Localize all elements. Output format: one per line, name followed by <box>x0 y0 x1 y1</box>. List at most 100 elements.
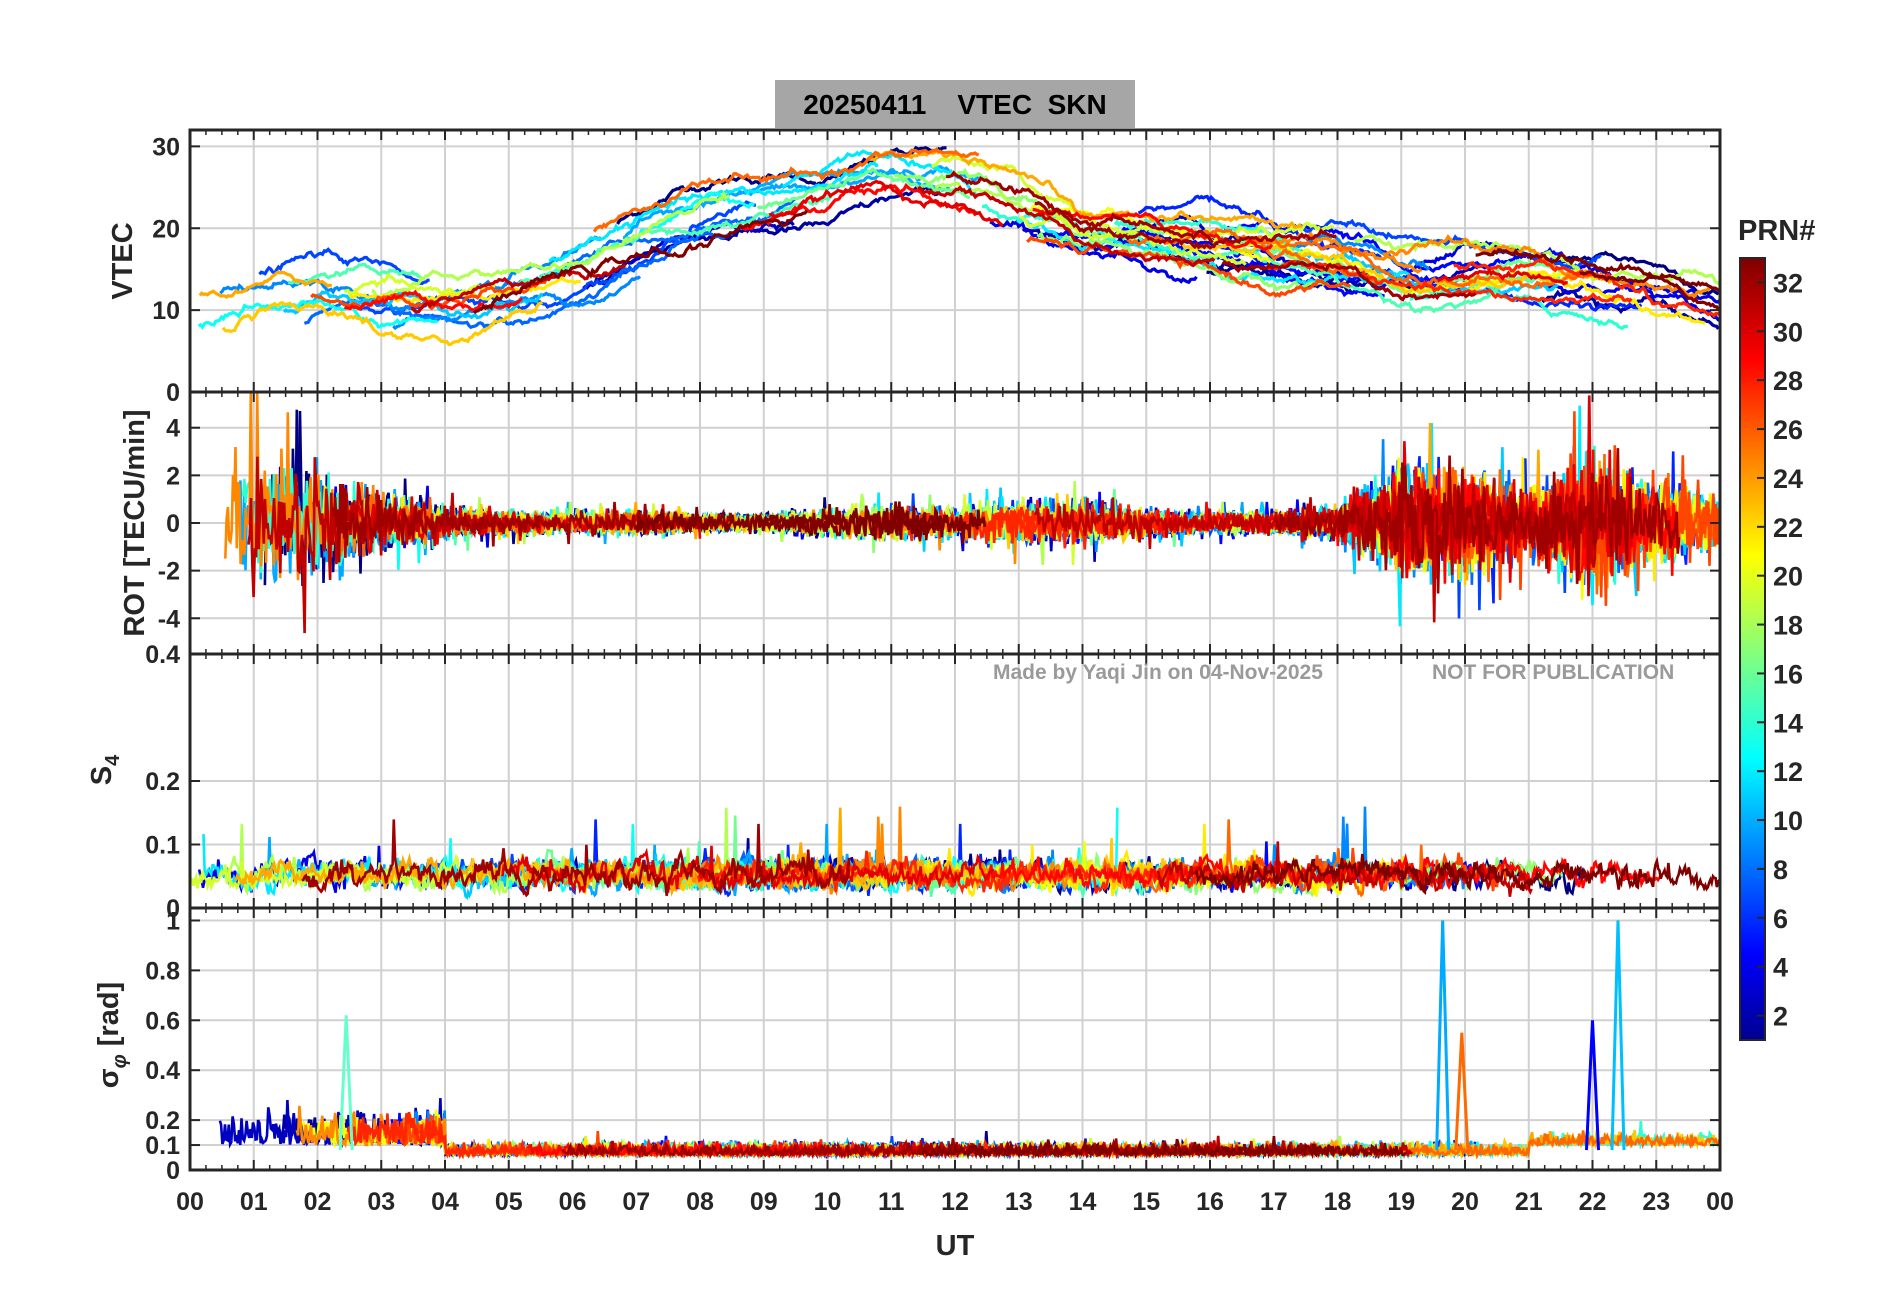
vtec-panel: 0 10 20 30 VTEC <box>107 128 1722 407</box>
s4-y-label-text: S4 <box>86 754 124 785</box>
vtec-satellite-line <box>1170 246 1561 315</box>
y-tick-label: -4 <box>158 605 180 633</box>
y-tick-label: 0.1 <box>145 832 180 860</box>
s4-series <box>190 806 1720 901</box>
y-tick-label: 0.4 <box>145 1057 180 1085</box>
colorbar-tick-label: 6 <box>1773 904 1788 934</box>
colorbar-tick-label: 18 <box>1773 611 1803 641</box>
s4-satellite-line <box>1156 841 1533 897</box>
x-tick-label: 00 <box>176 1188 204 1216</box>
y-tick-label: 0.1 <box>145 1132 180 1160</box>
colorbar-tick-label: 32 <box>1773 268 1803 298</box>
x-tick-label: 17 <box>1260 1188 1288 1216</box>
vtec-satellite-line <box>756 166 971 210</box>
x-tick-label: 23 <box>1642 1188 1670 1216</box>
vtec-satellite-line <box>1579 270 1720 293</box>
x-tick-label: 12 <box>941 1188 969 1216</box>
vtec-satellite-line <box>472 209 809 315</box>
x-tick-label: 04 <box>431 1188 459 1216</box>
sigma-phi-panel: 00.10.20.40.60.81 σφ [rad] 00 01 02 03 04 05 0… <box>93 906 1734 1262</box>
x-tick-label: 13 <box>1005 1188 1033 1216</box>
sigma-phi-y-label-text: σφ [rad] <box>93 982 131 1088</box>
colorbar-tick-label: 2 <box>1773 1002 1788 1032</box>
x-tick-label: 09 <box>750 1188 778 1216</box>
y-tick-label: 0 <box>166 510 180 538</box>
sigma-phi-satellite-line <box>527 1140 833 1160</box>
x-tick-label: 06 <box>559 1188 587 1216</box>
x-tick-labels: 00 01 02 03 04 05 06 07 08 09 10 11 12 13 14 15 16 17 18 19… <box>176 1188 1734 1216</box>
x-tick-label: 05 <box>495 1188 523 1216</box>
x-tick-label: 01 <box>240 1188 268 1216</box>
x-tick-label: 14 <box>1069 1188 1097 1216</box>
s4-y-ticks: 0 0.1 0.2 0.4 <box>145 641 1721 923</box>
colorbar-tick-label: 14 <box>1773 708 1803 738</box>
sigma-phi-spike <box>1585 1020 1600 1151</box>
colorbar-tick-label: 20 <box>1773 562 1803 592</box>
vtec-satellite-line <box>1243 231 1423 274</box>
vtec-satellite-line <box>1032 207 1274 252</box>
sigma-phi-spike <box>1435 920 1451 1151</box>
vtec-satellite-line <box>1221 259 1477 302</box>
y-tick-label: 1 <box>166 907 180 935</box>
x-tick-label: 00 <box>1706 1188 1734 1216</box>
x-tick-label: 15 <box>1132 1188 1160 1216</box>
colorbar-gradient <box>1739 257 1766 1041</box>
colorbar-tick-label: 8 <box>1773 855 1788 885</box>
rot-y-label: ROT [TECU/min] <box>119 409 151 636</box>
chart-title-text: 20250411 VTEC SKN <box>803 89 1107 120</box>
y-tick-label: 10 <box>152 297 180 325</box>
y-tick-label: -2 <box>158 558 180 586</box>
watermark-author: Made by Yaqi Jin on 04-Nov-2025 <box>993 661 1323 684</box>
vtec-series <box>197 145 1720 346</box>
colorbar-tick-label: 26 <box>1773 415 1803 445</box>
vtec-satellite-line <box>893 167 1138 243</box>
x-tick-label: 20 <box>1451 1188 1479 1216</box>
rot-satellite-line <box>263 409 829 586</box>
y-tick-label: 0 <box>166 379 180 407</box>
rot-satellite-line <box>331 483 735 563</box>
rot-satellite-line <box>750 503 968 542</box>
vtec-grid <box>190 130 1720 392</box>
vtec-satellite-line <box>598 183 940 286</box>
vtec-satellite-line <box>1559 250 1720 296</box>
vtec-satellite-line <box>1382 234 1711 300</box>
s4-satellite-line <box>1194 853 1720 896</box>
colorbar-label: PRN# <box>1738 215 1815 247</box>
rot-satellite-line <box>1274 448 1681 594</box>
y-tick-label: 30 <box>152 133 180 161</box>
vtec-satellite-line <box>1437 267 1568 286</box>
x-tick-label: 03 <box>367 1188 395 1216</box>
vtec-satellite-line <box>945 170 1337 250</box>
s4-satellite-line <box>501 845 995 894</box>
y-tick-label: 0.4 <box>145 641 180 669</box>
x-tick-label: 02 <box>304 1188 332 1216</box>
vtec-satellite-line <box>197 297 439 330</box>
vtec-satellite-line <box>287 262 424 285</box>
x-tick-label: 19 <box>1387 1188 1415 1216</box>
x-tick-label: 16 <box>1196 1188 1224 1216</box>
s4-satellite-line <box>301 819 851 898</box>
vtec-satellite-line <box>1475 248 1720 311</box>
vtec-satellite-line <box>258 247 430 286</box>
sigma-phi-satellite-line <box>301 1109 640 1160</box>
y-tick-label: 0 <box>166 895 180 923</box>
sigma-phi-series <box>218 920 1720 1161</box>
vtec-satellite-line <box>303 231 734 330</box>
vtec-satellite-line <box>198 270 333 300</box>
vtec-satellite-line <box>221 300 544 346</box>
chart-title: 20250411 VTEC SKN <box>775 80 1135 128</box>
vtec-satellite-line <box>1113 216 1313 257</box>
vtec-satellite-line <box>917 185 1216 268</box>
vtec-satellite-line <box>371 190 731 299</box>
vtec-satellite-line <box>343 273 496 297</box>
s4-panel: 0 0.1 0.2 0.4 S4 Made by Yaqi Jin on 04-Nov… <box>86 641 1722 923</box>
y-tick-label: 0.8 <box>145 957 180 985</box>
y-tick-label: 0 <box>166 1157 180 1185</box>
vtec-satellite-line <box>1034 201 1214 244</box>
vtec-satellite-line <box>768 179 1004 228</box>
colorbar-tick-label: 24 <box>1773 464 1803 494</box>
y-tick-label: 20 <box>152 215 180 243</box>
rot-panel: -4 -2 0 2 4 ROT [TECU/min] <box>119 390 1722 656</box>
colorbar-tick-label: 16 <box>1773 659 1803 689</box>
